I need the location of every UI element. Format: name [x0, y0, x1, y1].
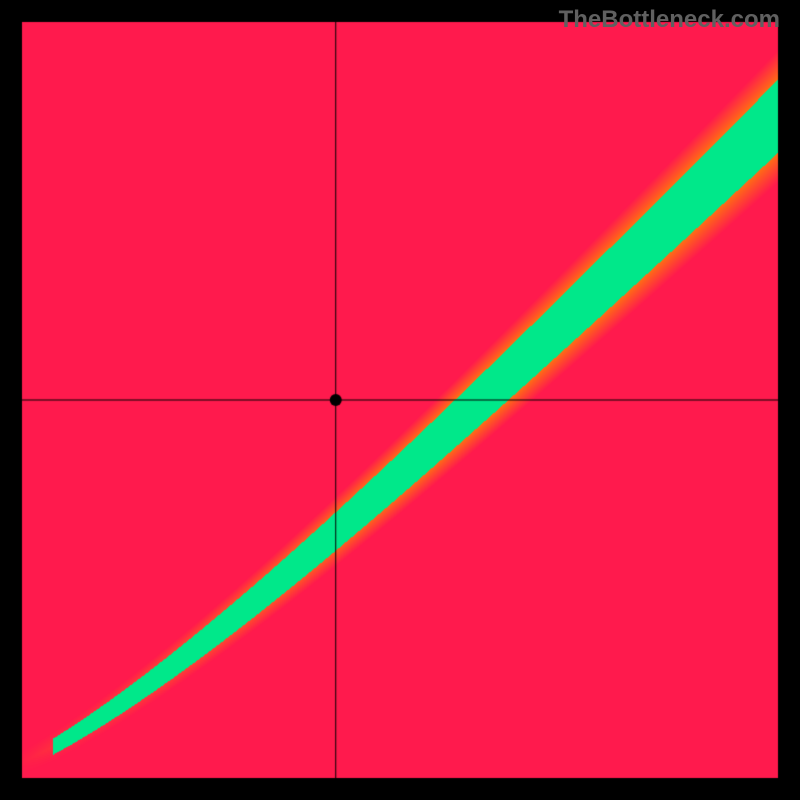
watermark-text: TheBottleneck.com [559, 6, 780, 34]
chart-container: TheBottleneck.com [0, 0, 800, 800]
bottleneck-heatmap [0, 0, 800, 800]
